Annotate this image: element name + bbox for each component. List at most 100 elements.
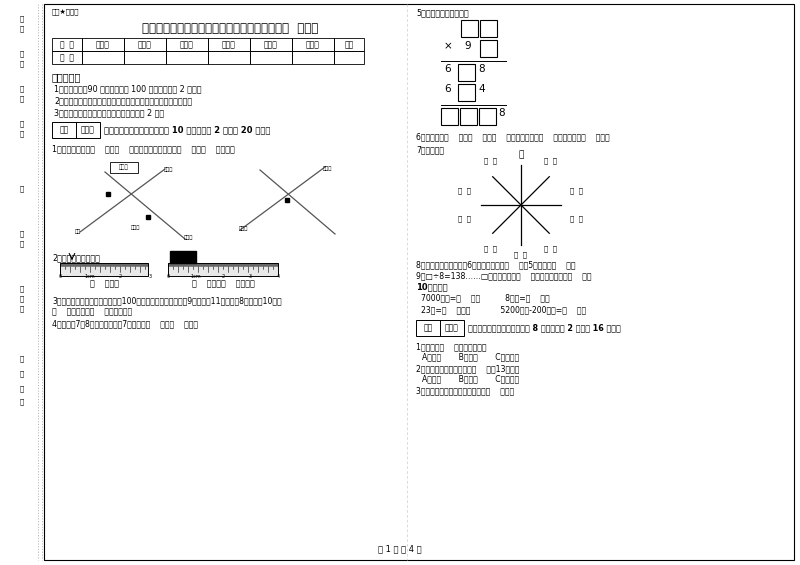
Bar bbox=[208, 38, 250, 51]
Text: （  ）: （ ） bbox=[570, 188, 583, 194]
Text: 3: 3 bbox=[149, 274, 151, 279]
Text: 级: 级 bbox=[20, 60, 24, 67]
Text: 小军家: 小军家 bbox=[238, 226, 248, 231]
Bar bbox=[334, 38, 364, 51]
Bar bbox=[480, 20, 497, 37]
Bar bbox=[60, 263, 148, 276]
Text: 得分: 得分 bbox=[423, 324, 433, 332]
Text: （  ）: （ ） bbox=[458, 216, 471, 222]
Text: 8: 8 bbox=[498, 108, 505, 118]
Text: 得分: 得分 bbox=[59, 125, 69, 134]
Text: 7000千克=（    ）吨          8千克=（    ）克: 7000千克=（ ）吨 8千克=（ ）克 bbox=[421, 293, 550, 302]
Text: 北: 北 bbox=[518, 150, 524, 159]
Text: 23吨=（    ）千克            5200千克-200千克=（    ）吨: 23吨=（ ）千克 5200千克-200千克=（ ）吨 bbox=[421, 305, 586, 314]
Bar bbox=[416, 320, 464, 336]
Text: 姓: 姓 bbox=[20, 85, 24, 92]
Text: 2、按农历计算，有的年份（    ）有13个月。: 2、按农历计算，有的年份（ ）有13个月。 bbox=[416, 364, 519, 373]
Text: 小红家: 小红家 bbox=[183, 235, 193, 240]
Text: 2: 2 bbox=[118, 274, 122, 279]
Text: 6: 6 bbox=[444, 84, 450, 94]
Text: 学: 学 bbox=[20, 120, 24, 127]
Text: 班: 班 bbox=[20, 50, 24, 57]
Text: 订: 订 bbox=[20, 295, 24, 302]
Text: 1cm: 1cm bbox=[85, 274, 95, 279]
Text: （    ）厘米（    ）毫米。: （ ）厘米（ ）毫米。 bbox=[192, 279, 254, 288]
Text: 内: 内 bbox=[20, 185, 24, 192]
Text: 计算题: 计算题 bbox=[222, 40, 236, 49]
Bar bbox=[460, 108, 477, 125]
Text: 9: 9 bbox=[464, 41, 470, 51]
Text: 填空题: 填空题 bbox=[96, 40, 110, 49]
Text: 1cm: 1cm bbox=[190, 274, 201, 279]
Text: 小红家: 小红家 bbox=[119, 165, 129, 170]
Text: （: （ bbox=[20, 355, 24, 362]
Text: 审: 审 bbox=[20, 15, 24, 21]
Bar bbox=[82, 51, 124, 64]
Text: 名: 名 bbox=[20, 95, 24, 102]
Bar bbox=[250, 51, 292, 64]
Text: 总分: 总分 bbox=[344, 40, 354, 49]
Text: 8: 8 bbox=[478, 64, 485, 74]
Text: 6: 6 bbox=[444, 64, 450, 74]
Text: 2、量出钉子的长度。: 2、量出钉子的长度。 bbox=[52, 253, 100, 262]
Text: 0: 0 bbox=[166, 274, 170, 279]
Bar bbox=[124, 38, 166, 51]
Bar bbox=[480, 40, 497, 57]
Text: 综合题: 综合题 bbox=[264, 40, 278, 49]
Text: （    ）毫米: （ ）毫米 bbox=[90, 279, 118, 288]
Bar bbox=[110, 162, 138, 173]
Text: 小军家: 小军家 bbox=[130, 225, 140, 230]
Text: （    ）跑得最快（    ）跑得最慢。: （ ）跑得最快（ ）跑得最慢。 bbox=[52, 307, 132, 316]
Text: 4: 4 bbox=[478, 84, 485, 94]
Text: 1、四边形（    ）平行四边形。: 1、四边形（ ）平行四边形。 bbox=[416, 342, 486, 351]
Text: 2: 2 bbox=[222, 274, 225, 279]
Text: 评卷人: 评卷人 bbox=[445, 324, 459, 332]
Bar bbox=[52, 51, 82, 64]
Bar bbox=[82, 38, 124, 51]
Text: 判断题: 判断题 bbox=[180, 40, 194, 49]
Text: 2、请首先按要求在试卷的指定位置填写您的姓名、班级、学号。: 2、请首先按要求在试卷的指定位置填写您的姓名、班级、学号。 bbox=[54, 96, 192, 105]
Text: 学: 学 bbox=[20, 230, 24, 237]
Text: 7、填一填。: 7、填一填。 bbox=[416, 145, 444, 154]
Text: 学校: 学校 bbox=[75, 229, 81, 234]
Text: 考试须知：: 考试须知： bbox=[52, 72, 82, 82]
Text: 线: 线 bbox=[20, 305, 24, 312]
Text: 5、在里填上适当的数。: 5、在里填上适当的数。 bbox=[416, 8, 469, 17]
Text: 6、你出生于（    ）年（    ）月（    ）日，那一年是（    ）年，全年有（    ）天。: 6、你出生于（ ）年（ ）月（ ）日，那一年是（ ）年，全年有（ ）天。 bbox=[416, 132, 610, 141]
Text: 3、体育老师对第一小组同学进行100米跑测试，成绩如下小红9秒，小圆11秒，小明8秒，小军10秒。: 3、体育老师对第一小组同学进行100米跑测试，成绩如下小红9秒，小圆11秒，小明… bbox=[52, 296, 282, 305]
Text: 第 1 页 共 4 页: 第 1 页 共 4 页 bbox=[378, 544, 422, 553]
Text: 1、小红家在学校（    ）方（    ）米处；小明家在学校（    ）方（    ）米处。: 1、小红家在学校（ ）方（ ）米处；小明家在学校（ ）方（ ）米处。 bbox=[52, 144, 234, 153]
Text: 一、用心思考，正确填空（共 10 小题，每题 2 分，共 20 分）。: 一、用心思考，正确填空（共 10 小题，每题 2 分，共 20 分）。 bbox=[104, 125, 270, 134]
Text: （  ）: （ ） bbox=[514, 251, 527, 258]
Text: 装: 装 bbox=[20, 285, 24, 292]
Text: A、一定       B、可能       C、不可能: A、一定 B、可能 C、不可能 bbox=[422, 352, 519, 361]
Text: 河南省实验小学三年级数学上学期每周一练试题  附答案: 河南省实验小学三年级数学上学期每周一练试题 附答案 bbox=[142, 22, 318, 35]
Bar bbox=[458, 64, 475, 81]
Text: （  ）: （ ） bbox=[485, 158, 498, 164]
Text: 小明家: 小明家 bbox=[322, 166, 332, 171]
Text: 8、把一根绳子平均分成6份，每份是它的（    ），5份是它的（    ）。: 8、把一根绳子平均分成6份，每份是它的（ ），5份是它的（ ）。 bbox=[416, 260, 575, 269]
Text: 题  号: 题 号 bbox=[60, 40, 74, 49]
Text: 3: 3 bbox=[249, 274, 252, 279]
Text: 0: 0 bbox=[58, 274, 62, 279]
Bar bbox=[208, 51, 250, 64]
Text: 应用题: 应用题 bbox=[306, 40, 320, 49]
Text: 号: 号 bbox=[20, 130, 24, 137]
Bar bbox=[292, 38, 334, 51]
Bar bbox=[166, 38, 208, 51]
Bar bbox=[292, 51, 334, 64]
Text: （  ）: （ ） bbox=[545, 158, 558, 164]
Text: 校: 校 bbox=[20, 240, 24, 246]
Bar bbox=[458, 84, 475, 101]
Text: 条: 条 bbox=[20, 25, 24, 32]
Bar bbox=[52, 38, 82, 51]
Text: 评卷人: 评卷人 bbox=[81, 125, 95, 134]
Bar bbox=[166, 51, 208, 64]
Bar bbox=[479, 108, 496, 125]
Text: ）: ） bbox=[20, 398, 24, 405]
Text: （  ）: （ ） bbox=[570, 216, 583, 222]
Bar bbox=[334, 51, 364, 64]
Polygon shape bbox=[170, 251, 196, 263]
Bar bbox=[461, 20, 478, 37]
Text: 9、□÷8=138……□，余数最大填（    ），这时被除数是（    ）。: 9、□÷8=138……□，余数最大填（ ），这时被除数是（ ）。 bbox=[416, 271, 591, 280]
